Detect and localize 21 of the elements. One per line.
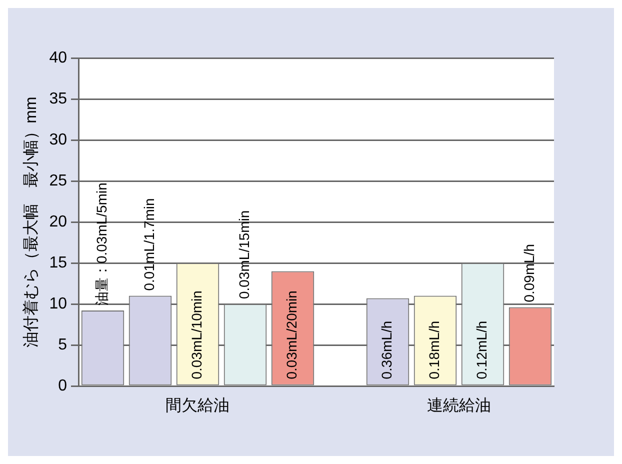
x-tick-label: 油量：0.03mL/5min xyxy=(94,182,110,306)
x-tick-label: 0.18mL/h xyxy=(426,320,442,380)
x-tick-label: 0.01mL/1.7min xyxy=(141,198,158,291)
y-tick-label: 20 xyxy=(49,213,68,230)
y-tick-label: 40 xyxy=(49,49,68,66)
x-tick-label: 0.03mL/15min xyxy=(236,210,252,299)
text: 間欠給油 xyxy=(166,396,230,414)
y-tick-label: 30 xyxy=(49,131,68,148)
y-tick-label: 15 xyxy=(49,254,68,272)
x-tick-label: 0.03mL/10min xyxy=(188,290,205,380)
y-tick-label: 25 xyxy=(49,172,68,190)
x-tick-label: 0.03mL/20min xyxy=(284,290,300,380)
x-tick-label: 0.12mL/h xyxy=(474,320,490,380)
y-tick-label: 5 xyxy=(58,336,68,354)
x-tick-label: 0.09mL/h xyxy=(521,244,538,302)
x-tick-label: 0.36mL/h xyxy=(378,320,395,380)
y-tick-label: 10 xyxy=(49,295,68,312)
text: 連続給油 xyxy=(427,396,491,414)
y-tick-label: 35 xyxy=(49,90,68,108)
y-tick-label: 0 xyxy=(58,377,68,394)
y-axis-title: 油付着むら（最大幅 最小幅）mm xyxy=(22,96,40,348)
